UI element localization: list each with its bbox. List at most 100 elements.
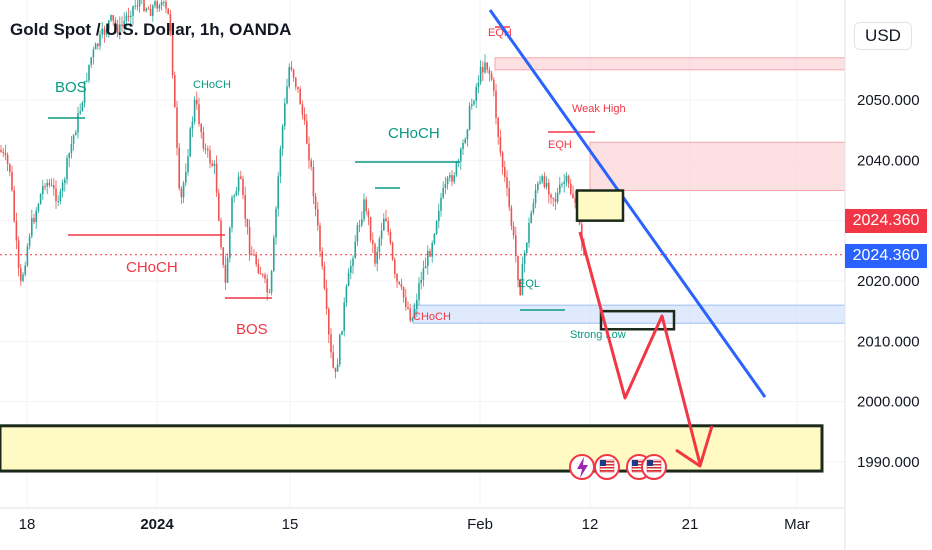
candle-body bbox=[429, 250, 431, 257]
candle-body bbox=[57, 201, 59, 203]
time-axis[interactable]: 18 2024 15 Feb 12 21 Mar bbox=[0, 507, 845, 533]
candle-body bbox=[389, 231, 392, 243]
candle-body bbox=[209, 150, 211, 164]
candle-body bbox=[297, 86, 299, 89]
candle-body bbox=[301, 104, 304, 115]
entry-box[interactable] bbox=[575, 189, 625, 222]
candle-body bbox=[273, 237, 275, 272]
lightning-icon[interactable] bbox=[569, 454, 595, 480]
candle-body bbox=[552, 197, 554, 199]
candle-body bbox=[517, 255, 519, 281]
price-tick-label: 1990.000 bbox=[857, 454, 920, 471]
candle-body bbox=[229, 227, 231, 259]
candle-body bbox=[83, 81, 86, 103]
candle-body bbox=[394, 259, 396, 274]
candle-body bbox=[479, 66, 482, 83]
candle-body bbox=[233, 195, 235, 198]
candle-body bbox=[4, 152, 7, 155]
candle-body bbox=[176, 107, 178, 148]
candle-body bbox=[435, 221, 438, 234]
candle-body bbox=[295, 77, 297, 87]
candle-body bbox=[484, 62, 486, 73]
candle-body bbox=[402, 287, 405, 298]
candle-body bbox=[185, 171, 187, 183]
retest-box[interactable] bbox=[599, 309, 676, 331]
candle-body bbox=[512, 225, 515, 236]
supply-zone[interactable] bbox=[494, 57, 846, 71]
candle-body bbox=[143, 0, 145, 11]
candle-body bbox=[310, 160, 312, 168]
structure-label: Strong Low bbox=[570, 329, 626, 341]
candle-body bbox=[61, 183, 64, 192]
candle-body bbox=[565, 175, 568, 182]
candle-body bbox=[433, 233, 436, 244]
us-flag-icon[interactable] bbox=[594, 454, 620, 480]
candle-body bbox=[438, 210, 440, 222]
candle-body bbox=[545, 182, 548, 188]
candle-body bbox=[112, 15, 114, 21]
candle-body bbox=[325, 288, 328, 310]
candle-body bbox=[55, 188, 57, 202]
candle-body bbox=[328, 309, 330, 335]
candle-body bbox=[242, 178, 244, 196]
time-tick-label: 21 bbox=[682, 516, 699, 533]
currency-button[interactable]: USD bbox=[854, 22, 912, 50]
candle-body bbox=[0, 150, 2, 152]
candle-body bbox=[530, 212, 532, 224]
target-zone[interactable] bbox=[0, 424, 824, 473]
candle-body bbox=[277, 176, 279, 209]
candle-body bbox=[449, 175, 451, 178]
candle-body bbox=[398, 281, 400, 284]
candle-body bbox=[574, 198, 576, 203]
candle-body bbox=[275, 208, 277, 238]
candle-body bbox=[24, 265, 26, 275]
supply-zone[interactable] bbox=[589, 141, 846, 192]
event-icons bbox=[569, 454, 667, 480]
descending-trendline[interactable] bbox=[488, 9, 767, 398]
candle-body bbox=[391, 242, 394, 260]
candle-body bbox=[343, 302, 345, 331]
candles-layer bbox=[0, 0, 585, 379]
candle-body bbox=[523, 252, 526, 265]
candle-body bbox=[387, 221, 389, 232]
candle-body bbox=[9, 163, 11, 172]
candle-body bbox=[97, 43, 99, 47]
us-flag-icon[interactable] bbox=[641, 454, 667, 480]
candle-body bbox=[290, 67, 293, 70]
candle-body bbox=[44, 186, 46, 188]
candle-body bbox=[431, 243, 433, 257]
candle-body bbox=[288, 67, 290, 87]
symbol-title[interactable]: Gold Spot / U.S. Dollar, 1h, OANDA bbox=[10, 20, 292, 39]
candle-body bbox=[572, 193, 574, 199]
candle-body bbox=[81, 102, 84, 112]
demand-zone[interactable] bbox=[412, 304, 846, 324]
candle-body bbox=[473, 100, 475, 105]
candle-body bbox=[440, 197, 442, 211]
price-tick-label: 2000.000 bbox=[857, 394, 920, 411]
candle-body bbox=[341, 330, 343, 335]
candle-body bbox=[163, 1, 165, 3]
candle-body bbox=[75, 132, 77, 136]
candle-body bbox=[114, 20, 117, 25]
candle-body bbox=[59, 191, 62, 202]
structure-label: CHoCH bbox=[193, 79, 231, 91]
candle-body bbox=[493, 79, 495, 91]
candle-body bbox=[235, 191, 238, 196]
candle-body bbox=[356, 225, 359, 242]
price-axis[interactable]: 2050.0002040.0002030.0002020.0002010.000… bbox=[844, 0, 920, 550]
candle-body bbox=[482, 66, 484, 73]
candle-body bbox=[460, 149, 462, 162]
candle-body bbox=[374, 244, 376, 264]
candle-body bbox=[519, 280, 521, 296]
structure-label: CHoCH bbox=[413, 311, 451, 323]
candle-body bbox=[123, 21, 125, 26]
candle-body bbox=[347, 272, 350, 287]
structure-label: EQL bbox=[518, 278, 540, 290]
candle-body bbox=[31, 218, 33, 237]
candle-body bbox=[334, 367, 337, 372]
candle-body bbox=[26, 246, 29, 266]
candle-body bbox=[68, 153, 70, 159]
projection-path[interactable] bbox=[578, 231, 702, 465]
candle-body bbox=[270, 271, 273, 293]
